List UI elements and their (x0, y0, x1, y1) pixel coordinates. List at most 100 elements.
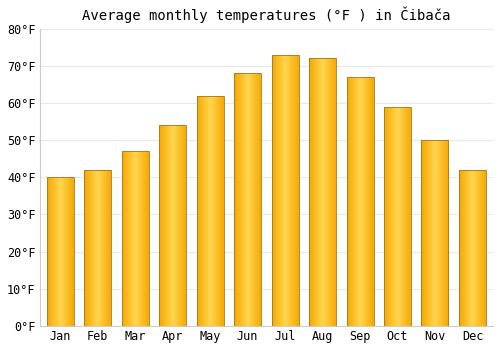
Bar (479, 170, 480, 326)
Bar (215, 96, 216, 326)
Bar (97, 170, 98, 326)
Bar (318, 58, 319, 326)
Bar (281, 55, 282, 326)
Bar (484, 170, 486, 326)
Bar (208, 96, 209, 326)
Bar (256, 74, 257, 326)
Bar (202, 96, 203, 326)
Bar (88, 170, 89, 326)
Bar (320, 58, 322, 326)
Bar (237, 74, 238, 326)
Bar (472, 170, 473, 326)
Bar (67, 177, 68, 326)
Bar (482, 170, 484, 326)
Bar (104, 170, 105, 326)
Bar (398, 107, 399, 326)
Bar (467, 170, 468, 326)
Bar (101, 170, 102, 326)
Bar (234, 74, 235, 326)
Bar (183, 125, 184, 326)
Bar (108, 170, 109, 326)
Bar (284, 55, 285, 326)
Bar (372, 77, 373, 326)
Bar (129, 151, 130, 326)
Bar (94, 170, 95, 326)
Bar (332, 58, 334, 326)
Bar (348, 77, 350, 326)
Bar (319, 58, 320, 326)
Bar (477, 170, 478, 326)
Bar (96, 170, 97, 326)
Bar (60, 177, 61, 326)
Bar (315, 58, 316, 326)
Bar (446, 140, 447, 326)
Bar (133, 151, 134, 326)
Bar (250, 74, 251, 326)
Bar (178, 125, 180, 326)
Bar (289, 55, 290, 326)
Bar (480, 170, 482, 326)
Bar (146, 151, 148, 326)
Bar (273, 55, 274, 326)
Bar (422, 140, 423, 326)
Bar (251, 74, 252, 326)
Bar (125, 151, 126, 326)
Bar (180, 125, 182, 326)
Bar (290, 55, 291, 326)
Bar (244, 74, 245, 326)
Bar (182, 125, 183, 326)
Bar (447, 140, 448, 326)
Bar (367, 77, 368, 326)
Bar (211, 96, 212, 326)
Bar (402, 107, 403, 326)
Bar (405, 107, 406, 326)
Bar (311, 58, 312, 326)
Bar (128, 151, 129, 326)
Bar (137, 151, 138, 326)
Bar (122, 151, 148, 326)
Bar (248, 74, 249, 326)
Bar (325, 58, 326, 326)
Bar (144, 151, 146, 326)
Bar (107, 170, 108, 326)
Bar (403, 107, 404, 326)
Bar (465, 170, 466, 326)
Bar (85, 170, 86, 326)
Bar (437, 140, 438, 326)
Bar (354, 77, 356, 326)
Bar (441, 140, 442, 326)
Bar (140, 151, 141, 326)
Bar (444, 140, 445, 326)
Bar (57, 177, 58, 326)
Bar (200, 96, 202, 326)
Bar (172, 125, 174, 326)
Bar (334, 58, 336, 326)
Bar (408, 107, 409, 326)
Bar (61, 177, 62, 326)
Bar (87, 170, 88, 326)
Bar (198, 96, 200, 326)
Bar (384, 107, 386, 326)
Bar (294, 55, 296, 326)
Bar (399, 107, 400, 326)
Bar (254, 74, 255, 326)
Bar (346, 77, 374, 326)
Title: Average monthly temperatures (°F ) in Čibača: Average monthly temperatures (°F ) in Či… (82, 7, 450, 23)
Bar (162, 125, 164, 326)
Bar (461, 170, 462, 326)
Bar (277, 55, 278, 326)
Bar (59, 177, 60, 326)
Bar (352, 77, 354, 326)
Bar (459, 170, 460, 326)
Bar (272, 55, 298, 326)
Bar (139, 151, 140, 326)
Bar (274, 55, 275, 326)
Bar (219, 96, 220, 326)
Bar (280, 55, 281, 326)
Bar (122, 151, 123, 326)
Bar (242, 74, 243, 326)
Bar (460, 170, 461, 326)
Bar (136, 151, 138, 326)
Bar (90, 170, 91, 326)
Bar (295, 55, 296, 326)
